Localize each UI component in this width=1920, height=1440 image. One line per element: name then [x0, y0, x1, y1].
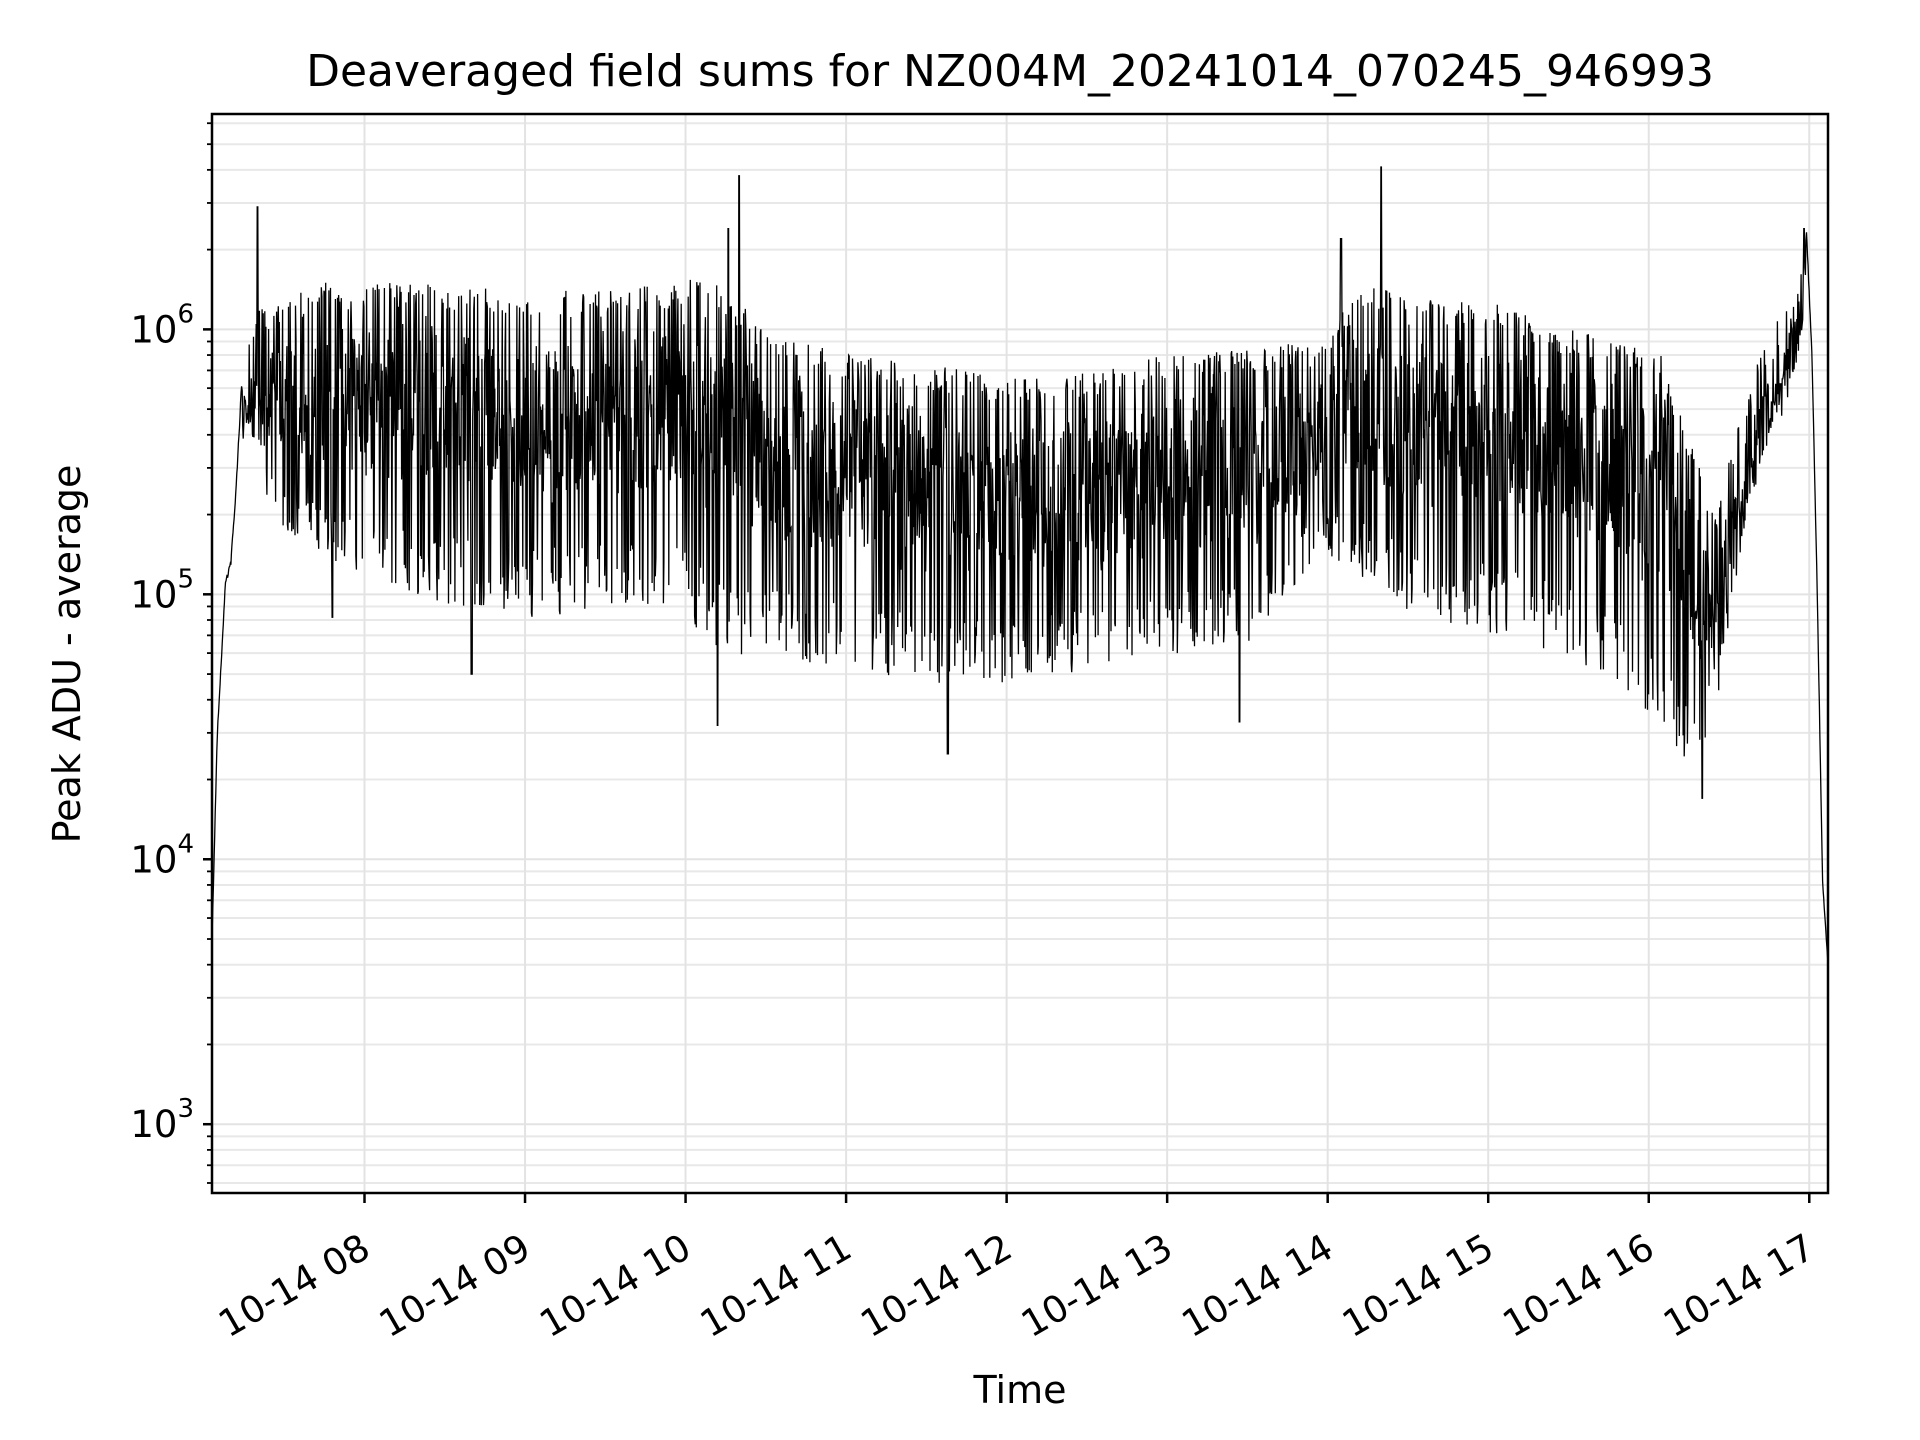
y-axis-label: Peak ADU - average — [45, 465, 89, 844]
plot-frame — [210, 112, 1830, 1195]
x-axis-label: Time — [973, 1368, 1067, 1412]
y-tick-label: 105 — [130, 564, 194, 616]
chart-title: Deaveraged field sums for NZ004M_2024101… — [306, 46, 1714, 97]
series-group — [211, 166, 1829, 965]
y-tick-label: 103 — [130, 1094, 194, 1146]
series-line — [211, 166, 1829, 965]
